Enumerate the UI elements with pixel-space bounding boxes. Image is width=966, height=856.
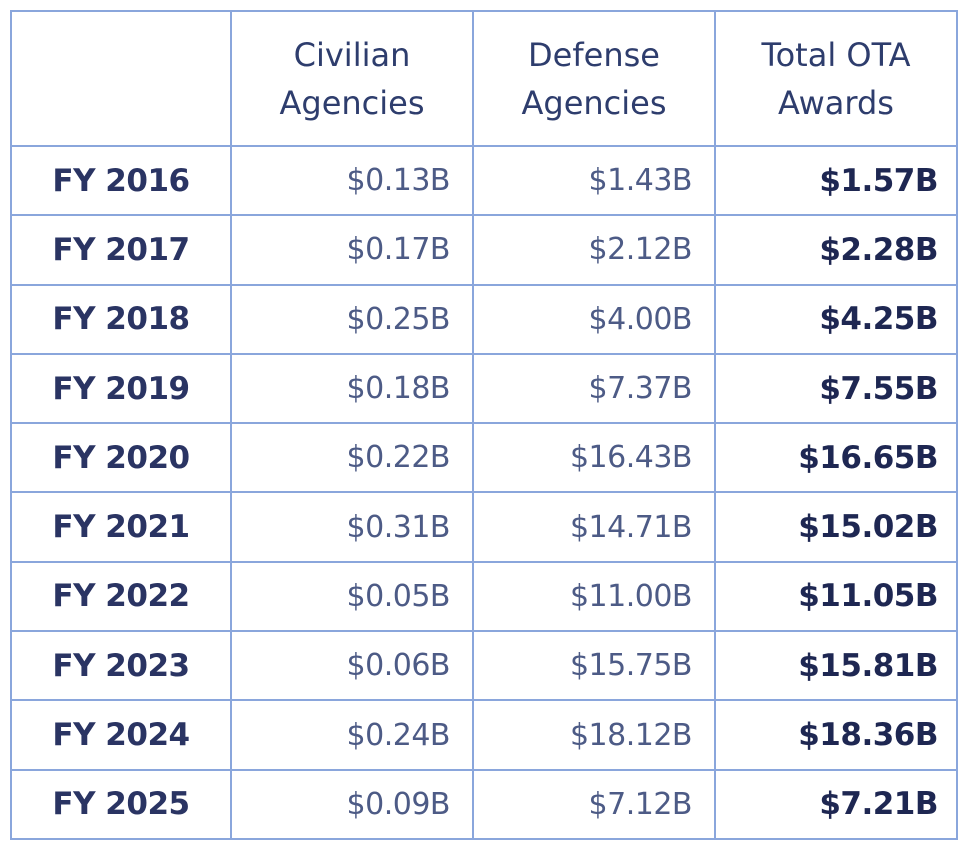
row-year-label: FY 2025 [10,768,232,841]
cell-total-value: $11.05B [714,560,958,633]
ota-awards-table: Civilian Agencies Defense Agencies Total… [10,10,958,841]
cell-total-value: $7.55B [714,352,958,425]
cell-defense-value: $1.43B [472,144,716,217]
cell-total-value: $2.28B [714,214,958,286]
header-row: Civilian Agencies Defense Agencies Total… [10,10,958,147]
cell-civilian-value: $0.06B [230,630,474,702]
cell-defense-value: $16.43B [472,422,716,494]
cell-defense-value: $7.12B [472,768,716,841]
cell-civilian-value: $0.18B [230,352,474,425]
cell-total-value: $18.36B [714,699,958,771]
row-year-label: FY 2023 [10,630,232,702]
table-row: FY 2020 $0.22B $16.43B $16.65B [10,422,958,494]
row-year-label: FY 2022 [10,560,232,633]
cell-civilian-value: $0.24B [230,699,474,771]
header-corner [10,10,232,147]
table-row: FY 2021 $0.31B $14.71B $15.02B [10,491,958,563]
row-year-label: FY 2019 [10,352,232,425]
table-body: FY 2016 $0.13B $1.43B $1.57B FY 2017 $0.17B $2… [10,144,958,841]
cell-civilian-value: $0.22B [230,422,474,494]
header-civilian-agencies: Civilian Agencies [230,10,474,147]
cell-defense-value: $7.37B [472,352,716,425]
cell-total-value: $15.81B [714,630,958,702]
header-defense-agencies: Defense Agencies [472,10,716,147]
cell-defense-value: $15.75B [472,630,716,702]
table-row: FY 2025 $0.09B $7.12B $7.21B [10,768,958,841]
table-row: FY 2017 $0.17B $2.12B $2.28B [10,214,958,286]
cell-civilian-value: $0.05B [230,560,474,633]
table-row: FY 2019 $0.18B $7.37B $7.55B [10,352,958,425]
row-year-label: FY 2021 [10,491,232,563]
row-year-label: FY 2024 [10,699,232,771]
cell-total-value: $7.21B [714,768,958,841]
header-total-ota-awards: Total OTA Awards [714,10,958,147]
cell-civilian-value: $0.31B [230,491,474,563]
cell-civilian-value: $0.09B [230,768,474,841]
table-row: FY 2018 $0.25B $4.00B $4.25B [10,283,958,355]
cell-defense-value: $11.00B [472,560,716,633]
table-row: FY 2023 $0.06B $15.75B $15.81B [10,630,958,702]
row-year-label: FY 2017 [10,214,232,286]
row-year-label: FY 2018 [10,283,232,355]
cell-defense-value: $14.71B [472,491,716,563]
row-year-label: FY 2016 [10,144,232,217]
cell-defense-value: $2.12B [472,214,716,286]
cell-total-value: $16.65B [714,422,958,494]
cell-civilian-value: $0.17B [230,214,474,286]
cell-total-value: $1.57B [714,144,958,217]
table-row: FY 2016 $0.13B $1.43B $1.57B [10,144,958,217]
cell-total-value: $15.02B [714,491,958,563]
cell-defense-value: $18.12B [472,699,716,771]
cell-civilian-value: $0.13B [230,144,474,217]
table-row: FY 2024 $0.24B $18.12B $18.36B [10,699,958,771]
cell-civilian-value: $0.25B [230,283,474,355]
table-row: FY 2022 $0.05B $11.00B $11.05B [10,560,958,633]
row-year-label: FY 2020 [10,422,232,494]
cell-total-value: $4.25B [714,283,958,355]
cell-defense-value: $4.00B [472,283,716,355]
